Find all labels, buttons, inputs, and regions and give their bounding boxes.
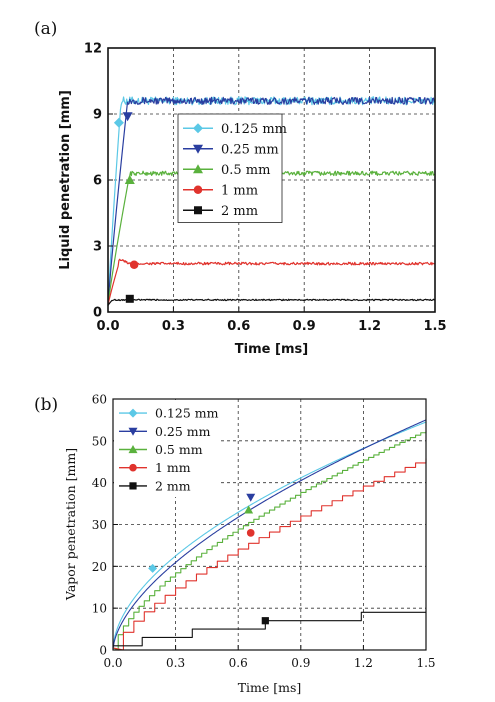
y-tick-label: 12 [84, 42, 102, 57]
legend-marker-0.125-mm [193, 123, 203, 134]
series-marker-0.125-mm [113, 117, 124, 128]
series-line-0.25-mm [107, 96, 436, 306]
y-tick-label: 6 [93, 174, 102, 189]
x-tick-label: 0.9 [291, 656, 310, 670]
series-marker-0.5-mm [124, 175, 135, 184]
legend-label: 0.25 mm [155, 424, 211, 439]
series-line-0.5-mm [112, 430, 427, 651]
panel-a-ylabel: Liquid penetration [mm] [58, 90, 73, 270]
series-marker-2-mm [261, 617, 269, 625]
legend-marker-0.5-mm [193, 164, 203, 174]
series-line-1-mm [112, 458, 427, 651]
series-marker-0.125-mm [148, 563, 158, 573]
legend-label: 1 mm [221, 183, 258, 198]
x-tick-label: 0.9 [293, 319, 316, 334]
series-marker-0.5-mm [244, 505, 254, 514]
series-marker-0.25-mm [246, 493, 256, 502]
legend-label: 0.5 mm [155, 442, 203, 457]
legend-label: 2 mm [155, 478, 191, 493]
panel-a-series [107, 96, 436, 306]
series-marker-0.25-mm [122, 112, 133, 122]
x-tick-label: 0.0 [96, 319, 119, 334]
y-tick-label: 0 [99, 644, 107, 658]
panel-a-xlabel: Time [ms] [235, 342, 308, 357]
panel-b-label: (b) [34, 395, 58, 415]
panel-a-ticks: 0.0 0.3 0.6 0.9 1.2 1.5 0 3 6 9 12 [84, 42, 447, 335]
x-tick-label: 0.0 [103, 656, 122, 670]
x-tick-label: 1.2 [358, 319, 381, 334]
legend-marker-0.125-mm [128, 408, 138, 418]
y-tick-label: 0 [93, 306, 102, 321]
panel-b-xlabel: Time [ms] [238, 680, 302, 695]
panel-a-legend: 0.125 mm 0.25 mm 0.5 mm 1 mm 2 mm [177, 113, 287, 223]
legend-label: 1 mm [155, 460, 191, 475]
y-tick-label: 40 [92, 476, 107, 490]
panel-b-ticks: 0.0 0.3 0.6 0.9 1.2 1.5 0 10 20 30 40 50 60 [92, 393, 436, 671]
legend-label: 0.125 mm [155, 406, 219, 421]
series-line-0.25-mm [112, 419, 427, 649]
legend-marker-0.5-mm [128, 445, 138, 454]
legend-marker-0.25-mm [128, 427, 138, 436]
legend-label: 2 mm [221, 204, 258, 219]
series-marker-1-mm [246, 529, 255, 537]
legend-marker-1-mm [193, 185, 203, 194]
panel-b-ylabel: Vapor penetration [mm] [63, 448, 78, 601]
legend-box [177, 113, 283, 223]
y-tick-label: 50 [92, 434, 107, 448]
legend-label: 0.5 mm [221, 163, 270, 178]
panel-a-label: (a) [34, 19, 57, 39]
y-tick-label: 10 [92, 602, 107, 616]
series-marker-1-mm [129, 260, 139, 269]
y-tick-label: 60 [92, 393, 107, 407]
legend-label: 0.125 mm [221, 122, 287, 137]
series-marker-2-mm [125, 294, 134, 303]
x-tick-label: 0.3 [166, 656, 185, 670]
x-tick-label: 1.2 [354, 656, 373, 670]
x-tick-label: 1.5 [423, 319, 446, 334]
panel-b-legend: 0.125 mm 0.25 mm 0.5 mm 1 mm 2 mm [114, 400, 220, 497]
series-line-1-mm [107, 258, 436, 306]
legend-label: 0.25 mm [221, 142, 279, 157]
y-tick-label: 30 [92, 518, 107, 532]
y-tick-label: 20 [92, 560, 107, 574]
y-tick-label: 3 [93, 240, 102, 255]
x-tick-label: 0.6 [227, 319, 250, 334]
legend-marker-1-mm [129, 463, 137, 472]
y-tick-label: 9 [93, 108, 102, 123]
legend-marker-2-mm [194, 206, 202, 215]
legend-marker-2-mm [129, 482, 137, 490]
series-line-2-mm [113, 611, 426, 647]
x-tick-label: 0.3 [162, 319, 185, 334]
panel-b-series [112, 419, 427, 651]
legend-marker-0.25-mm [193, 144, 203, 154]
chart-panel-b: (b) 0.0 0.3 0.6 0.9 1.2 1.5 0 10 20 30 40 50 60 Time… [34, 393, 436, 696]
x-tick-label: 0.6 [229, 656, 248, 670]
x-tick-label: 1.5 [416, 656, 435, 670]
series-line-2-mm [107, 298, 436, 306]
chart-panel-a: (a) 0.0 0.3 0.6 0.9 1.2 1.5 0 3 6 9 12 Time [ms] L… [34, 19, 447, 357]
